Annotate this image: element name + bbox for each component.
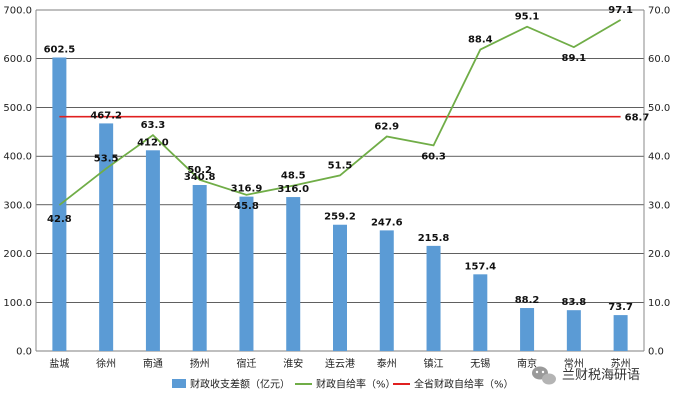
- bar-data-label: 467.2: [90, 110, 122, 121]
- category-label: 镇江: [424, 357, 444, 370]
- y-right-tick-label: 70.0: [648, 6, 670, 17]
- line-data-label: 97.1: [608, 5, 633, 16]
- y-right-tick-label: 50.0: [648, 103, 670, 114]
- line-data-label: 45.8: [234, 201, 259, 212]
- y-right-tick-label: 0.0: [648, 347, 664, 358]
- bar-data-label: 83.8: [562, 297, 587, 308]
- bar: [239, 196, 254, 351]
- bar: [426, 245, 441, 351]
- y-right-tick-label: 30.0: [648, 200, 670, 211]
- line-data-label: 62.9: [374, 122, 399, 133]
- watermark-text: 兰财税海研语: [562, 368, 640, 383]
- bar-data-label: 340.8: [184, 172, 216, 183]
- y-left-tick-label: 500.0: [3, 103, 32, 114]
- bar-data-label: 602.5: [44, 44, 76, 55]
- y-right-tick-label: 20.0: [648, 249, 670, 260]
- category-label: 无锡: [470, 357, 490, 370]
- legend-label: 全省财政自给率（%）: [414, 378, 514, 391]
- y-right-tick-label: 40.0: [648, 152, 670, 163]
- reference-line-label: 68.7: [625, 113, 650, 124]
- y-left-tick-label: 100.0: [3, 298, 32, 309]
- bar: [520, 308, 535, 351]
- y-right-tick-label: 10.0: [648, 298, 670, 309]
- bar-data-label: 316.0: [277, 184, 309, 195]
- category-label: 南通: [143, 357, 163, 370]
- y-left-tick-label: 0.0: [16, 347, 32, 358]
- y-left-tick-label: 200.0: [3, 249, 32, 260]
- y-left-tick-label: 400.0: [3, 152, 32, 163]
- line-data-label: 89.1: [562, 53, 587, 64]
- line-data-label: 63.3: [141, 120, 166, 131]
- y-left-tick-label: 700.0: [3, 6, 32, 17]
- line-data-label: 42.8: [47, 214, 72, 225]
- bar-data-label: 412.0: [137, 137, 169, 148]
- bar-data-label: 88.2: [515, 295, 540, 306]
- y-right-tick-label: 60.0: [648, 54, 670, 65]
- category-label: 常州: [564, 357, 584, 370]
- bar-data-label: 316.9: [231, 184, 263, 195]
- line-data-label: 60.3: [421, 151, 446, 162]
- line-data-label: 95.1: [515, 12, 540, 23]
- y-left-tick-label: 300.0: [3, 200, 32, 211]
- category-label: 徐州: [96, 357, 116, 370]
- bar: [333, 224, 347, 351]
- line-data-label: 48.5: [281, 171, 306, 182]
- category-label: 苏州: [611, 357, 631, 370]
- series-line: [58, 19, 622, 206]
- line-data-label: 50.2: [187, 165, 212, 176]
- bar-data-label: 157.4: [464, 261, 496, 272]
- bar: [566, 310, 581, 351]
- axis-layer: 0.0 0.0 100.0 10.0 200.0 20.0 300.0 30.0 400.0 40…: [3, 6, 670, 371]
- line-data-label: 53.5: [94, 154, 119, 165]
- bar-data-label: 73.7: [608, 302, 633, 313]
- label-layer: 602.5 467.2 412.0 340.8 316.9 316.0 259.2 247.6…: [44, 5, 650, 313]
- line-data-label: 88.4: [468, 35, 493, 46]
- bar-data-label: 215.8: [418, 233, 450, 244]
- category-label: 扬州: [190, 357, 210, 370]
- legend-label: 财政自给率（%）: [316, 378, 396, 391]
- category-label: 连云港: [325, 357, 355, 370]
- bar: [145, 150, 160, 351]
- line-data-label: 51.5: [328, 160, 353, 171]
- legend-swatch-bar: [172, 379, 186, 388]
- bar-data-label: 259.2: [324, 212, 356, 223]
- bar: [613, 315, 628, 351]
- category-label: 淮安: [283, 357, 303, 370]
- watermark: 兰财税海研语: [532, 366, 640, 385]
- bar: [286, 197, 301, 351]
- category-label: 泰州: [377, 357, 397, 370]
- line-layer: [58, 19, 622, 206]
- bar: [99, 123, 114, 351]
- bar: [473, 274, 488, 351]
- y-left-tick-label: 600.0: [3, 54, 32, 65]
- wechat-icon: [532, 366, 556, 385]
- legend-label: 财政收支差额（亿元）: [190, 378, 290, 391]
- category-label: 盐城: [49, 357, 69, 370]
- bar-data-label: 247.6: [371, 217, 403, 228]
- bar-layer: [52, 57, 628, 351]
- bar: [379, 230, 394, 351]
- bar: [192, 184, 207, 351]
- category-label: 南京: [517, 357, 537, 370]
- legend: 财政收支差额（亿元） 财政自给率（%） 全省财政自给率（%）: [172, 378, 514, 391]
- category-label: 宿迁: [236, 357, 256, 370]
